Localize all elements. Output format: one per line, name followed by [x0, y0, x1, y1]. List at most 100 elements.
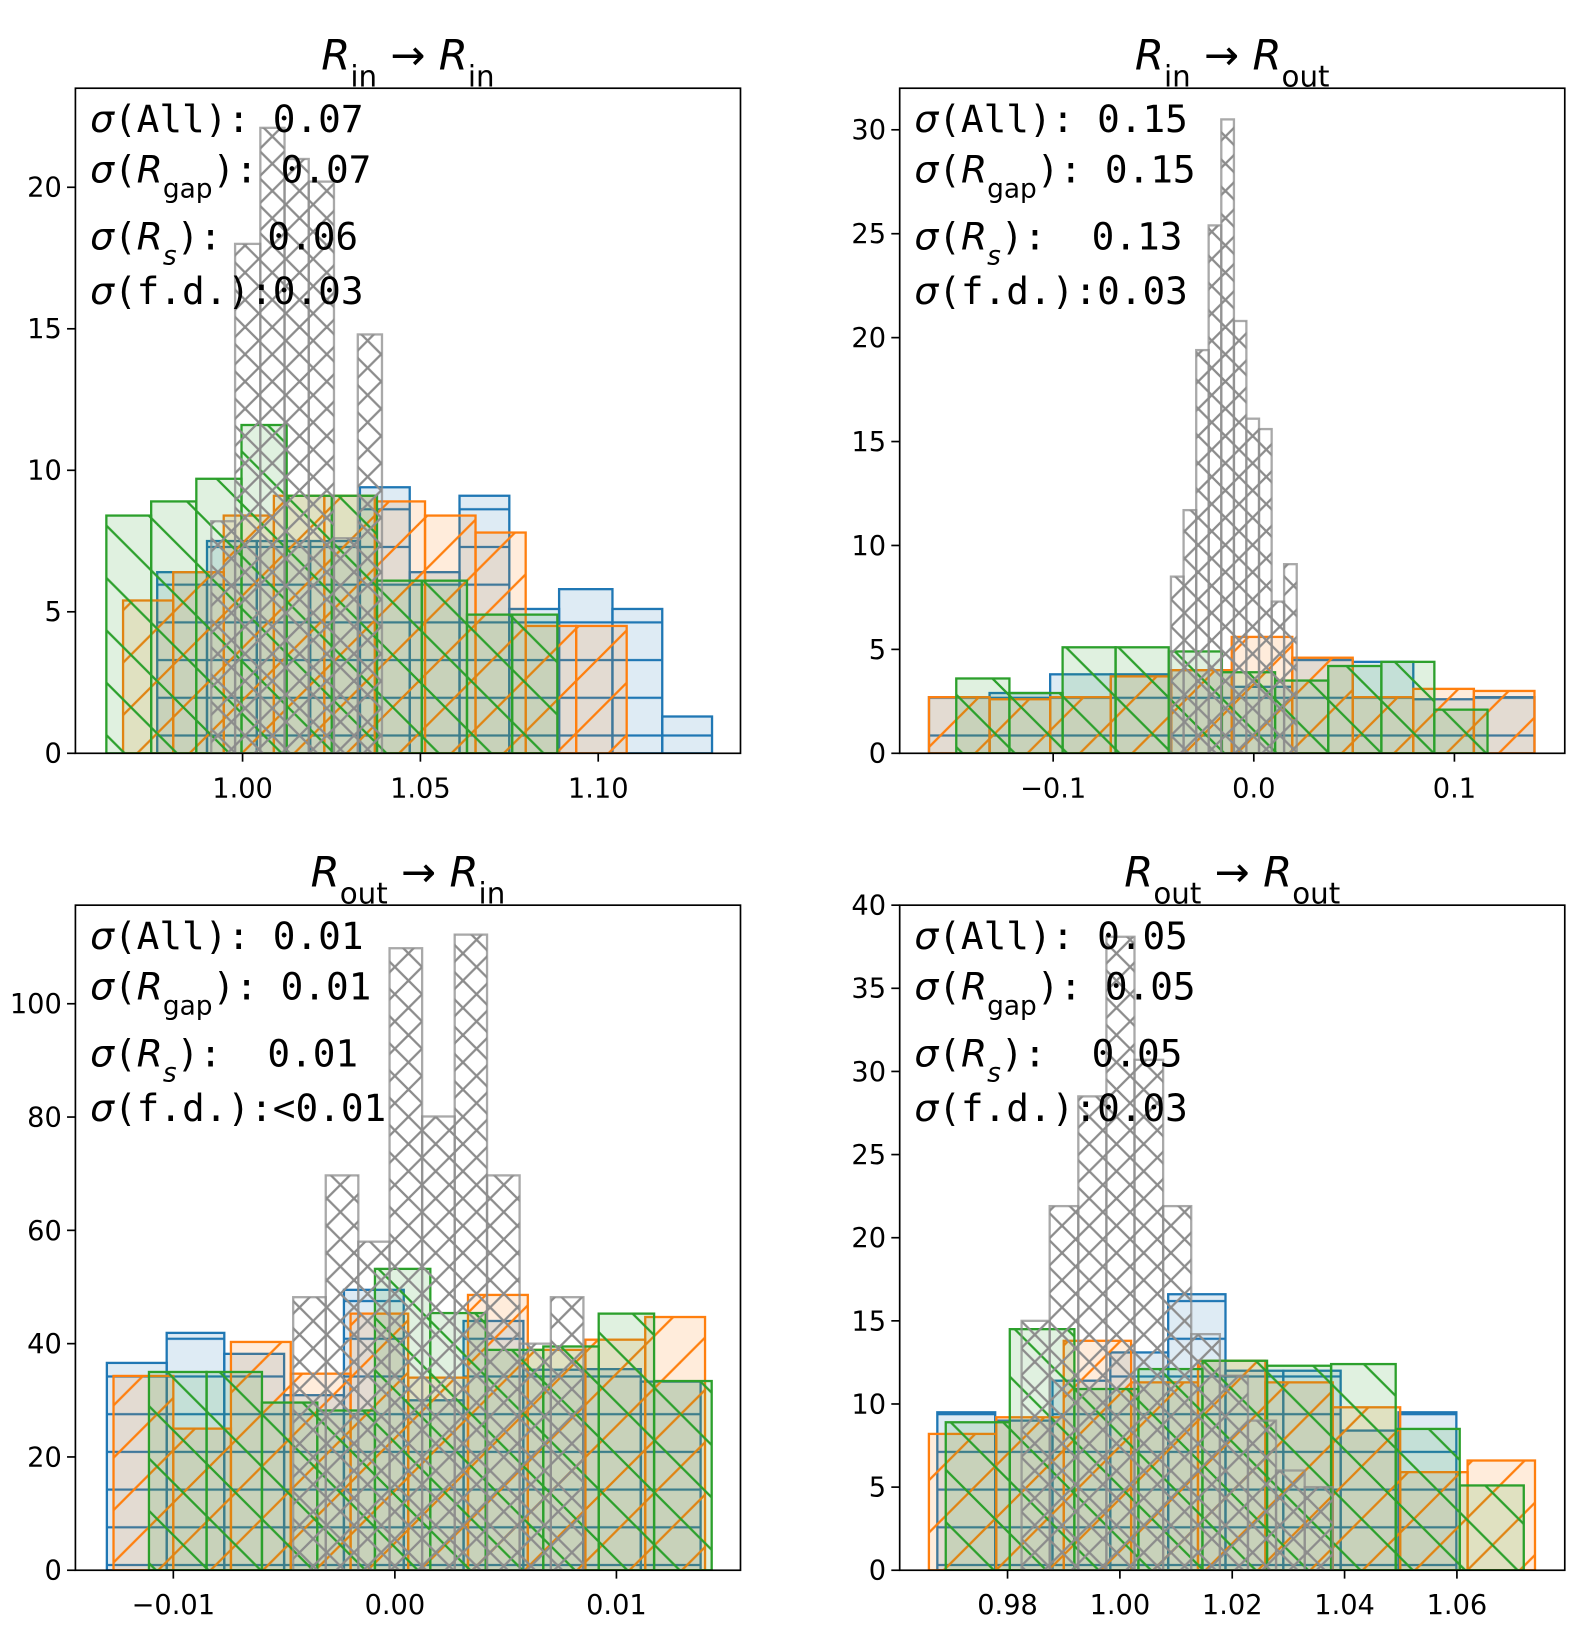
y-tick-label: 10: [851, 531, 886, 562]
histogram-bar: [1246, 1419, 1278, 1571]
text-piece: σ: [914, 964, 939, 1008]
histogram-bar: [356, 333, 384, 754]
histogram-bar: [1207, 224, 1223, 754]
histogram-bar: [597, 1312, 656, 1571]
stat-annotation: σ(Rgap): 0.15: [914, 147, 1195, 204]
histogram-bar: [944, 1421, 1011, 1571]
text-piece: σ: [90, 215, 115, 259]
text-piece: σ: [914, 215, 939, 259]
x-tick-label: −0.01: [132, 1590, 215, 1621]
text-piece: σ: [914, 97, 939, 141]
histogram-bar: [1220, 118, 1236, 754]
histogram-bar: [465, 613, 514, 754]
histogram-bar: [1380, 660, 1436, 754]
y-tick-label: 15: [851, 1306, 886, 1337]
histogram-bar: [259, 126, 286, 754]
y-tick-label: 15: [27, 314, 62, 345]
histogram-bar: [1329, 1362, 1397, 1571]
text-piece: →: [377, 30, 439, 79]
x-tick-label: 1.06: [1427, 1590, 1488, 1621]
stat-annotation: σ(f.d.):0.03: [914, 1086, 1187, 1130]
y-tick-label: 40: [851, 891, 886, 922]
histogram-bar: [1232, 319, 1248, 754]
y-tick-label: 5: [44, 597, 61, 628]
histogram-bar: [205, 1370, 264, 1571]
y-tick-label: 5: [869, 1473, 886, 1504]
y-tick-label: 80: [27, 1102, 62, 1133]
x-tick-label: 1.10: [568, 773, 629, 804]
y-tick-label: 20: [27, 1442, 62, 1473]
text-piece: out: [1292, 876, 1340, 910]
x-tick-label: 0.0: [1232, 773, 1275, 804]
text-piece: σ: [914, 1031, 939, 1075]
text-piece: (: [938, 1031, 961, 1075]
stat-annotation: σ(f.d.):0.03: [914, 269, 1187, 313]
stat-annotation: σ(Rgap): 0.05: [914, 964, 1195, 1021]
text-piece: σ: [914, 1086, 939, 1130]
histogram-bar: [652, 1379, 713, 1571]
text-piece: R: [961, 964, 987, 1008]
x-tick-label: 1.04: [1314, 1590, 1375, 1621]
histogram-bar: [1394, 1427, 1461, 1571]
panel: 0 5 10 15 20 25 30 35 40 0.98 1.00 1.02 1.04 1.06 Rout…: [851, 847, 1566, 1621]
text-piece: σ: [914, 147, 939, 191]
text-piece: (All): 0.07: [114, 97, 364, 141]
stat-annotation: σ(Rs): 0.01: [90, 1031, 358, 1088]
plot-area: [105, 126, 714, 754]
text-piece: R: [137, 964, 163, 1008]
y-tick-label: 10: [27, 456, 62, 487]
x-tick-label: 1.02: [1202, 1590, 1263, 1621]
text-piece: ): 0.13: [1001, 215, 1183, 259]
text-piece: R: [137, 1031, 163, 1075]
histogram-bar: [1282, 563, 1298, 754]
histogram-bar: [105, 514, 153, 754]
y-tick-label: 0: [44, 739, 61, 770]
text-piece: in: [479, 876, 506, 910]
text-piece: R: [1263, 847, 1292, 896]
y-tick-label: 15: [851, 427, 886, 458]
text-piece: ): 0.01: [177, 1031, 359, 1075]
histogram-bar: [375, 579, 423, 754]
text-piece: →: [388, 847, 450, 896]
histogram-bar: [210, 520, 237, 754]
axes-frame: [898, 87, 1566, 755]
text-piece: ): 0.06: [177, 215, 359, 259]
panel-title: Rin → Rout: [1135, 30, 1330, 93]
text-piece: out: [340, 876, 388, 910]
stat-annotation: σ(Rs): 0.06: [90, 215, 358, 272]
x-tick-label: 0.01: [586, 1590, 647, 1621]
text-piece: σ: [90, 147, 115, 191]
text-piece: σ: [914, 914, 939, 958]
text-piece: R: [1252, 30, 1281, 79]
text-piece: R: [321, 30, 350, 79]
text-piece: R: [1135, 30, 1164, 79]
y-tick-label: 40: [27, 1329, 62, 1360]
histogram-bar: [1061, 646, 1117, 754]
panel-title: Rout → Rin: [311, 847, 506, 910]
histogram-bar: [1008, 691, 1064, 754]
text-piece: in: [1164, 59, 1191, 93]
histogram-bar: [233, 242, 262, 754]
plot-area: [927, 118, 1536, 754]
text-piece: (f.d.):0.03: [114, 269, 364, 313]
text-piece: (All): 0.01: [114, 914, 364, 958]
text-piece: R: [449, 847, 478, 896]
y-tick-label: 60: [27, 1216, 62, 1247]
axes-frame: [74, 904, 742, 1572]
y-tick-label: 20: [27, 173, 62, 204]
text-piece: gap: [163, 174, 213, 204]
text-piece: σ: [90, 1031, 115, 1075]
histogram-bar: [388, 947, 424, 1571]
histogram-bar: [485, 1174, 521, 1571]
y-tick-label: 35: [851, 974, 886, 1005]
text-piece: out: [1153, 876, 1201, 910]
histogram-bar: [357, 1240, 391, 1571]
stat-annotation: σ(All): 0.15: [914, 97, 1187, 141]
y-tick-label: 0: [869, 739, 886, 770]
text-piece: (: [114, 147, 137, 191]
text-piece: σ: [90, 1086, 115, 1130]
histogram-bar: [150, 500, 198, 754]
